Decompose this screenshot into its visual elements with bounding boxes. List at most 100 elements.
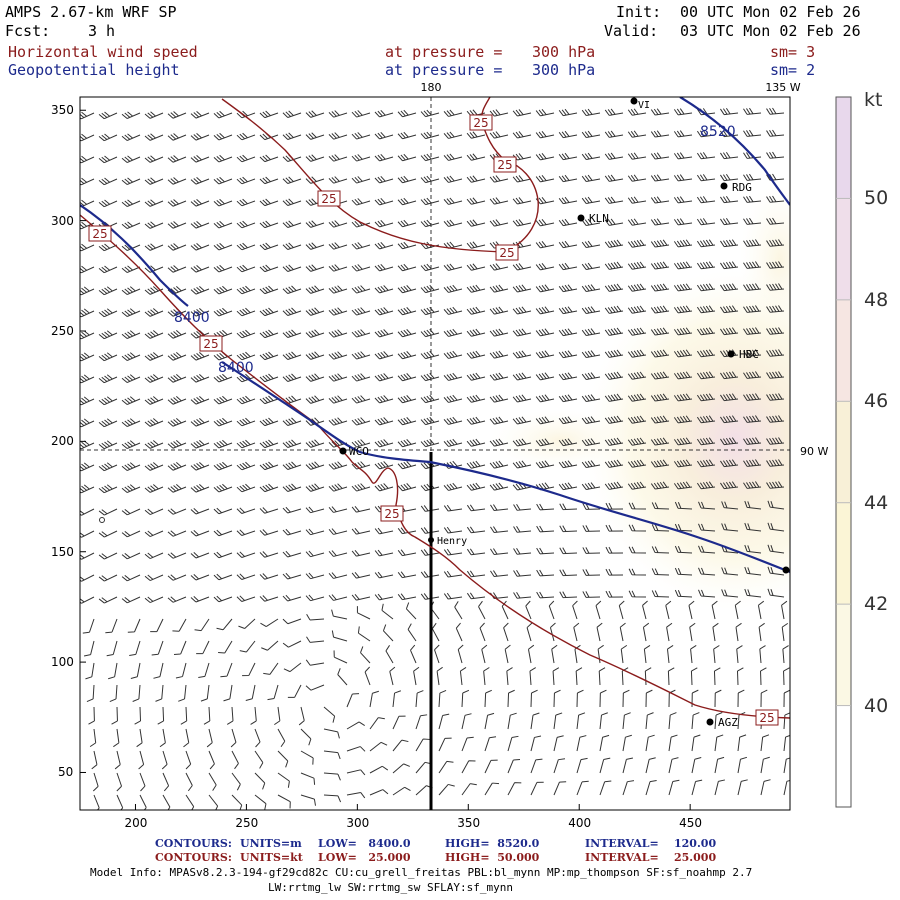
- wind-barb: [88, 706, 95, 725]
- wind-barb: [512, 438, 532, 447]
- wind-barb: [627, 415, 647, 424]
- wind-barb: [420, 131, 440, 140]
- wind-barb: [132, 684, 141, 702]
- wind-barb: [113, 728, 120, 748]
- wind-barb: [98, 111, 118, 120]
- wind-barb: [766, 437, 785, 445]
- wind-barb: [420, 109, 440, 118]
- wind-barb: [558, 284, 578, 293]
- wind-barb: [121, 308, 141, 317]
- wind-barb: [328, 264, 348, 272]
- speed-label-2: 25: [493, 156, 517, 173]
- wind-barb: [328, 351, 348, 360]
- wind-barb: [507, 759, 521, 774]
- wind-barb: [323, 728, 340, 739]
- wind-barb: [582, 569, 601, 576]
- wind-barb: [351, 417, 371, 426]
- wind-barb: [604, 218, 624, 226]
- wind-barb: [690, 645, 697, 664]
- wind-barb: [627, 261, 647, 270]
- wind-barb: [573, 622, 580, 642]
- wind-barb: [259, 329, 279, 339]
- wind-barb: [259, 264, 279, 273]
- field-height-name: Geopotential height: [8, 61, 180, 79]
- wind-barb: [167, 596, 187, 603]
- wind-barb: [80, 462, 95, 472]
- wind-barb: [397, 109, 417, 118]
- wind-barb: [691, 689, 699, 708]
- wind-barb: [513, 569, 532, 577]
- wind-barb: [236, 595, 256, 602]
- wind-barb: [420, 328, 440, 338]
- wind-barb: [627, 459, 647, 468]
- wind-barb: [351, 110, 371, 118]
- wind-barb: [535, 460, 555, 469]
- wind-barb: [190, 417, 210, 427]
- wind-barb: [461, 713, 472, 730]
- wind-barb: [178, 684, 187, 702]
- wind-barb: [466, 460, 486, 469]
- wind-barb: [80, 177, 95, 186]
- wind-barb: [720, 393, 739, 402]
- wind-barb: [374, 417, 394, 426]
- wind-barb: [162, 772, 170, 792]
- wind-barb: [552, 667, 560, 686]
- wind-barb: [305, 285, 325, 294]
- wind-barb: [80, 265, 95, 274]
- wind-barb: [213, 395, 233, 405]
- wind-barb: [236, 242, 256, 251]
- wind-barb: [673, 349, 693, 358]
- wind-barb: [259, 285, 279, 295]
- wind-barb: [673, 261, 693, 270]
- colorbar-band: [836, 97, 851, 199]
- wind-barb: [331, 609, 348, 620]
- wind-barb: [382, 624, 394, 642]
- wind-barb: [650, 459, 670, 468]
- wind-barb: [385, 645, 394, 664]
- wind-barb: [190, 307, 210, 317]
- wind-barb: [720, 196, 739, 204]
- wind-barb: [597, 644, 604, 664]
- wind-barb: [767, 588, 785, 598]
- wind-barb: [306, 636, 325, 643]
- wind-barb: [121, 530, 141, 538]
- wind-barb: [665, 600, 672, 620]
- wind-barb: [298, 706, 305, 726]
- wind-barb: [696, 415, 716, 424]
- wind-barb: [397, 439, 417, 448]
- wind-barb: [420, 153, 440, 162]
- wind-barb: [93, 794, 100, 810]
- wind-barb: [650, 371, 670, 380]
- wind-barb: [167, 574, 187, 581]
- wind-barb: [190, 243, 210, 251]
- wind-barb: [175, 662, 187, 679]
- wind-barb: [650, 349, 670, 358]
- wind-barb: [282, 264, 302, 272]
- wind-barb: [581, 416, 601, 425]
- x-tick-label: 250: [235, 816, 259, 830]
- wind-barb: [513, 547, 532, 555]
- wind-barb: [627, 108, 647, 116]
- wind-barb: [397, 395, 417, 404]
- wind-barb: [397, 329, 417, 338]
- wind-barb: [208, 772, 217, 791]
- wind-barb: [346, 721, 365, 730]
- wind-barb: [157, 706, 165, 725]
- wind-barb: [190, 285, 210, 295]
- wind-barb: [213, 507, 233, 515]
- wind-barb: [259, 439, 279, 449]
- meridian-90w-label: 90 W: [800, 445, 828, 458]
- wind-barb: [121, 508, 141, 516]
- wind-barb: [167, 308, 187, 317]
- field-height-level-label: at pressure =: [385, 61, 503, 79]
- wind-barb: [282, 506, 302, 514]
- wind-barb: [559, 569, 578, 577]
- wind-barb: [300, 728, 312, 746]
- wind-barb: [144, 552, 164, 560]
- wind-barb: [512, 482, 532, 491]
- wind-barb: [267, 684, 279, 701]
- wind-barb: [282, 220, 302, 228]
- wind-barb: [438, 783, 455, 796]
- wind-barb: [489, 175, 509, 183]
